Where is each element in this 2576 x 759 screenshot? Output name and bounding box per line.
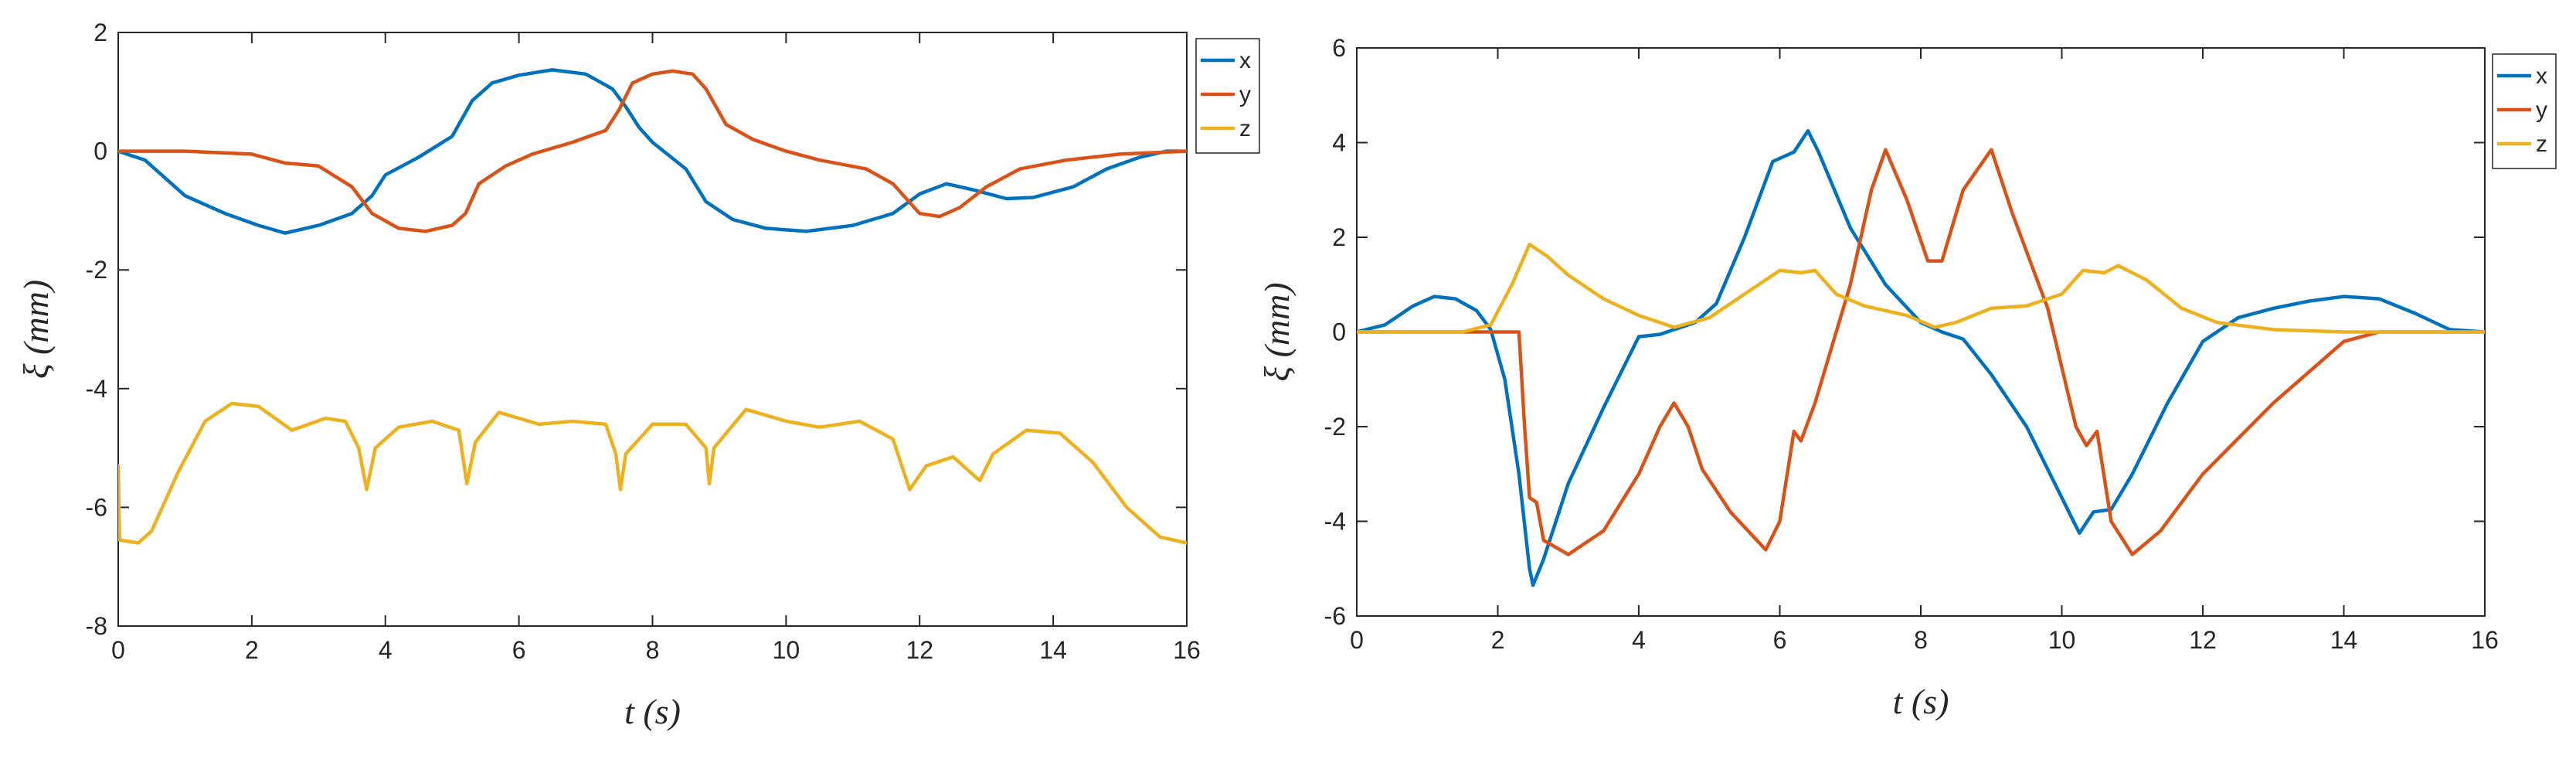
y-tick-label: -2 (1324, 413, 1346, 441)
legend-label-y: y (1239, 82, 1251, 107)
chart-left: 0 2 4 6 8 10 12 14 16 -8 -6 -4 -2 0 2 t (s) ξ (mm) xyz (16, 19, 1260, 731)
x-tick-label: 0 (111, 636, 125, 664)
x-tick-label: 6 (512, 636, 526, 664)
chart-right: 0 2 4 6 8 10 12 14 16 -6 -4 -2 0 2 4 6 t (s) ξ (mm) xyz (1257, 34, 2557, 721)
x-tick-label: 10 (773, 636, 800, 664)
x-tick-label: 4 (379, 636, 393, 664)
y-tick-label: 4 (1332, 129, 1346, 157)
x-tick-label: 12 (906, 636, 933, 664)
x-tick-label: 14 (1039, 636, 1067, 664)
y-tick-label: -6 (1324, 602, 1346, 630)
y-tick-label: -4 (1324, 508, 1346, 536)
x-tick-label: 10 (2048, 626, 2076, 654)
x-axis-label: t (s) (624, 692, 681, 731)
series-group (118, 68, 1187, 545)
series-line-y (118, 69, 1187, 233)
x-tick-label: 2 (1491, 626, 1505, 654)
x-tick-label: 0 (1350, 626, 1364, 654)
x-tick-label: 16 (1173, 636, 1201, 664)
x-tick-label: 16 (2471, 626, 2499, 654)
y-tick-label: 0 (1332, 318, 1346, 346)
y-tick-label: -6 (86, 493, 107, 521)
series-line-z (118, 401, 1187, 545)
legend-label-x: x (1239, 48, 1251, 73)
legend-label-x: x (2536, 63, 2547, 89)
y-axis-label: ξ (mm) (16, 280, 56, 379)
x-tick-label: 14 (2330, 626, 2358, 654)
series-line-z (1357, 242, 2485, 334)
x-tick-label: 12 (2189, 626, 2217, 654)
series-line-y (1357, 148, 2485, 556)
legend-label-y: y (2536, 97, 2547, 123)
legend: xyz (2492, 53, 2557, 169)
series-group (1357, 128, 2485, 587)
y-tick-label: -8 (86, 612, 107, 640)
y-tick-label: -2 (86, 256, 107, 284)
legend: xyz (1195, 38, 1260, 154)
y-tick-label: -4 (86, 375, 107, 403)
legend-label-z: z (2536, 131, 2547, 157)
series-line-x (118, 68, 1187, 235)
y-tick-label: 2 (93, 19, 107, 46)
series-line-x (1357, 128, 2485, 587)
x-tick-label: 8 (1914, 626, 1928, 654)
x-tick-label: 4 (1632, 626, 1646, 654)
y-tick-label: 0 (93, 138, 107, 165)
x-tick-label: 8 (646, 636, 660, 664)
x-axis-label: t (s) (1893, 682, 1949, 721)
y-tick-label: 2 (1332, 223, 1346, 251)
x-tick-label: 2 (245, 636, 259, 664)
legend-label-z: z (1239, 116, 1251, 141)
x-tick-label: 6 (1773, 626, 1787, 654)
y-axis-label: ξ (mm) (1257, 282, 1296, 381)
y-tick-label: 6 (1332, 34, 1346, 62)
plot-area-frame (117, 32, 1188, 627)
